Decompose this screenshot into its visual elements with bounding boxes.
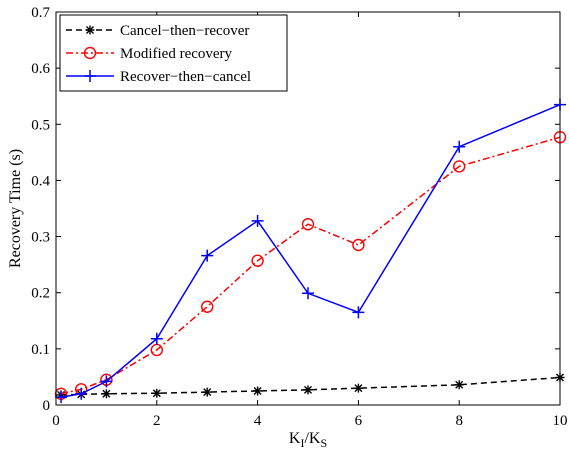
data-point (75, 387, 88, 400)
legend-marker (83, 46, 97, 60)
y-tick-label: 0 (43, 398, 51, 414)
x-tick-label: 2 (153, 413, 161, 429)
data-point (150, 332, 163, 345)
data-point (100, 375, 113, 388)
legend-entry-label: Cancel−then−recover (120, 23, 249, 39)
axis-ticks: 0 2 4 6 8 10 0 0.1 0.2 0.3 0.4 0.5 0.6 0.7 (31, 5, 567, 429)
data-point (353, 383, 363, 393)
data-point (201, 249, 214, 262)
x-tick-label: 4 (254, 413, 262, 429)
data-point (453, 140, 466, 153)
x-axis-label: KI/KS (289, 430, 327, 450)
data-point (303, 385, 313, 395)
data-point (453, 160, 466, 173)
y-tick-label: 0.3 (31, 230, 50, 246)
y-axis-label: Recovery Time (s) (7, 149, 24, 268)
data-point (55, 391, 68, 404)
x-axis-label-main: K (289, 430, 301, 447)
data-point (200, 300, 214, 313)
data-point (152, 388, 162, 398)
y-tick-label: 0.4 (31, 173, 50, 189)
x-axis-label-sub-i: I (300, 436, 304, 450)
data-point (251, 254, 264, 267)
data-point (253, 386, 263, 396)
data-point (454, 380, 464, 390)
x-tick-label: 6 (355, 413, 363, 429)
y-tick-label: 0.2 (31, 286, 50, 302)
y-tick-label: 0.6 (31, 61, 50, 77)
legend-entry-label: Modified recovery (120, 46, 233, 62)
x-axis-label-slash: /K (304, 430, 320, 447)
x-axis-label-sub-s: S (320, 436, 327, 450)
series-3 (55, 98, 566, 404)
series-line (60, 103, 561, 398)
data-point (352, 238, 365, 252)
legend-entry-label: Recover−then−cancel (120, 69, 251, 85)
legend: Cancel−then−recover Modified recovery Reco… (59, 14, 288, 92)
data-point (101, 389, 111, 399)
plot-frame (55, 11, 561, 406)
data-point (302, 287, 314, 300)
y-tick-label: 0.5 (31, 117, 50, 133)
plot-content (54, 98, 567, 404)
series-line (60, 136, 561, 395)
legend-marker (84, 70, 96, 82)
data-point (352, 306, 365, 319)
data-point (202, 387, 212, 397)
legend-marker (85, 25, 95, 35)
x-tick-label: 0 (52, 413, 60, 429)
data-point (251, 214, 264, 227)
series-line (61, 376, 561, 396)
x-tick-label: 8 (455, 413, 463, 429)
y-tick-label: 0.1 (31, 342, 50, 358)
data-point (301, 218, 315, 231)
x-tick-label: 10 (553, 413, 568, 429)
y-tick-label: 0.7 (31, 5, 50, 21)
